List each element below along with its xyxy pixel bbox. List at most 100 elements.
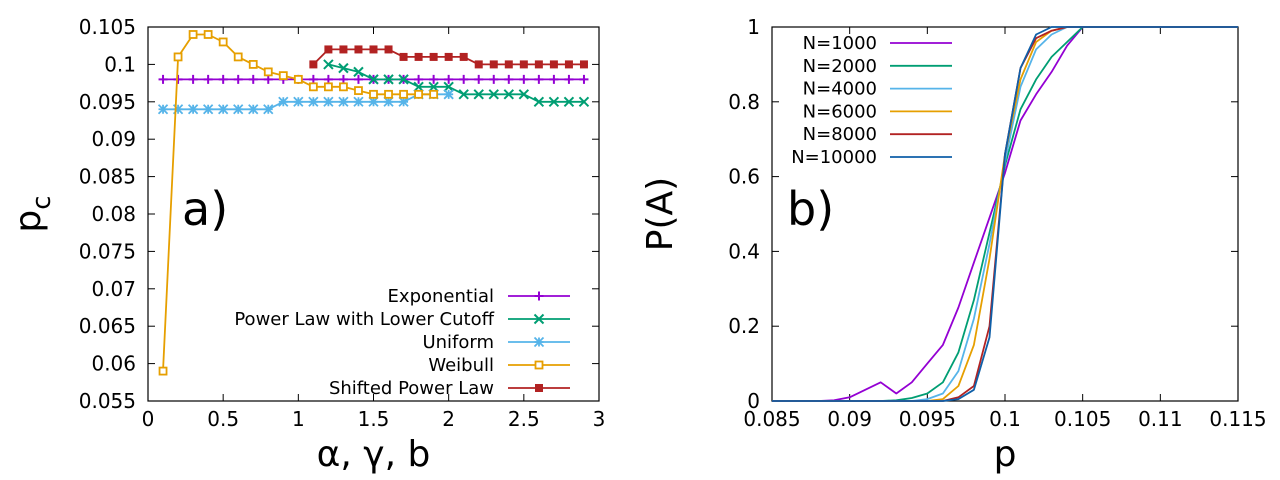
data-point (503, 89, 515, 100)
y-tick-label: 0.085 (79, 165, 136, 189)
data-point (202, 104, 214, 115)
data-point (353, 74, 363, 84)
legend-swatch-marker (534, 360, 544, 370)
y-tick-label: 0.105 (79, 15, 136, 39)
data-point (158, 74, 168, 84)
data-point (398, 96, 409, 107)
data-point (443, 89, 454, 100)
y-tick-label: 0 (747, 389, 760, 413)
y-axis-label: pc (8, 195, 57, 232)
data-point (338, 62, 349, 74)
series-uniform (157, 89, 454, 115)
data-point (413, 81, 424, 93)
legend-entry-label: N=8000 (803, 124, 877, 145)
data-point (474, 74, 484, 84)
data-point (323, 82, 333, 92)
data-point (233, 74, 243, 84)
data-point (309, 60, 318, 69)
data-point (473, 89, 484, 100)
x-axis-label: α, γ, b (317, 434, 431, 475)
legend-entry-label: Exponential (388, 286, 494, 307)
data-point (489, 74, 499, 84)
data-point (203, 30, 213, 39)
data-point (248, 104, 259, 115)
data-point (579, 74, 589, 84)
data-point (263, 74, 273, 84)
x-tick-label: 0.1 (989, 407, 1021, 431)
data-point (324, 45, 333, 54)
x-tick-label: 0.09 (827, 407, 872, 431)
data-point (443, 81, 454, 93)
data-point (548, 96, 560, 108)
legend-entry-label: Power Law with Lower Cutoff (234, 309, 494, 330)
legend-entry-label: N=4000 (803, 79, 877, 100)
data-point (293, 96, 304, 107)
x-tick-label: 0.085 (743, 407, 800, 431)
data-point (414, 74, 424, 84)
data-point (489, 60, 498, 69)
x-tick-label: 0.5 (207, 407, 239, 431)
y-axis-label-main: p (8, 210, 49, 233)
y-tick-label: 0.8 (728, 90, 760, 114)
data-point (278, 71, 288, 81)
series-power-law-with-lower-cutoff (323, 59, 590, 108)
data-point (384, 89, 393, 99)
data-point (459, 52, 468, 61)
data-point (263, 67, 273, 77)
y-axis-label: P(A) (640, 177, 681, 251)
data-point (383, 74, 394, 85)
x-tick-label: 3 (593, 407, 606, 431)
data-point (549, 74, 559, 84)
data-point (368, 74, 379, 85)
data-point (504, 60, 513, 69)
data-point (399, 52, 408, 61)
data-point (444, 52, 453, 61)
chart-panel-b: 0.085 0.09 0.095 0.1 0.105 0.11 0.115 0 0.2 0.4 0.… (640, 15, 1267, 475)
data-point (308, 74, 318, 84)
data-point (428, 81, 439, 93)
data-point (203, 74, 213, 84)
legend-entry-label: N=10000 (791, 147, 877, 168)
data-point (549, 60, 558, 69)
data-point (368, 96, 379, 107)
x-tick-label: 2.5 (508, 407, 540, 431)
data-point (218, 104, 229, 115)
data-point (488, 89, 499, 100)
data-point (353, 66, 364, 78)
data-point (173, 52, 183, 62)
data-point (354, 45, 363, 54)
data-point (188, 74, 198, 84)
legend-entry-label: N=2000 (803, 56, 877, 77)
data-point (519, 60, 528, 69)
x-tick-label: 0.095 (899, 407, 956, 431)
data-point (534, 60, 543, 69)
data-point (293, 74, 303, 84)
series-weibull (158, 30, 439, 376)
legend-swatch-marker (533, 336, 545, 348)
x-tick-label: 0 (142, 407, 155, 431)
legend-entry-label: Uniform (422, 332, 494, 353)
legend-entry-label: Weibull (428, 355, 494, 376)
data-point (414, 52, 423, 61)
data-point (218, 74, 228, 84)
y-axis-label-main: P(A) (640, 177, 681, 251)
y-tick-label: 0.08 (91, 202, 136, 226)
data-point (173, 74, 183, 84)
x-tick-label: 1 (292, 407, 305, 431)
data-point (323, 59, 334, 70)
data-point (369, 89, 378, 99)
data-point (339, 45, 348, 54)
y-tick-label: 0.4 (728, 239, 760, 263)
data-point (429, 89, 439, 99)
data-point (263, 104, 274, 115)
data-point (414, 89, 424, 99)
legend-swatch-marker (533, 313, 545, 325)
data-point (278, 96, 289, 107)
y-tick-label: 0.075 (79, 239, 136, 263)
y-tick-label: 0.055 (79, 389, 136, 413)
panel-label: a) (182, 182, 228, 236)
data-point (384, 45, 393, 54)
data-point (233, 52, 243, 62)
chart-panel-a: 0 0.5 1 1.5 2 2.5 3 0.055 0.06 0.065 0.07 0.075 0.08… (8, 15, 605, 475)
